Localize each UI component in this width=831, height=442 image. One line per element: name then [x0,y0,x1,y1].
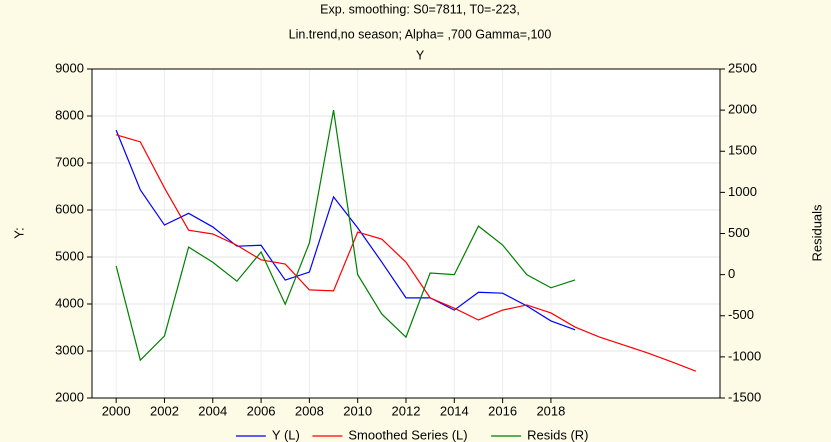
y2-tick-label: 1000 [728,184,757,199]
x-tick-label: 2000 [102,403,131,418]
plot-title: Y [416,48,425,62]
series-line [115,134,697,372]
y-tick-label: 7000 [55,154,84,169]
y-tick-label: 6000 [55,201,84,216]
y2-tick-label: 2500 [728,60,757,75]
x-tick-label: 2004 [198,403,227,418]
y-tick-label: 5000 [55,248,84,263]
y2-tick-label: 500 [728,225,750,240]
series-line [115,129,576,331]
y-axis-label: Y: [11,227,26,239]
legend-label: Smoothed Series (L) [348,427,467,442]
x-tick-label: 2014 [440,403,469,418]
chart-title: Exp. smoothing: S0=7811, T0=-223, [320,2,520,16]
plot-frame [91,68,721,399]
series-line [115,110,576,362]
x-tick-label: 2002 [150,403,179,418]
x-tick-label: 2016 [488,403,517,418]
y2-tick-label: -1500 [728,389,761,404]
x-tick-label: 2008 [295,403,324,418]
y-tick-label: 3000 [55,342,84,357]
y2-tick-label: 1500 [728,143,757,158]
y2-tick-label: -500 [728,307,754,322]
legend-label: Resids (R) [527,427,588,442]
y-tick-label: 2000 [55,389,84,404]
x-tick-label: 2018 [536,403,565,418]
y-tick-label: 9000 [55,60,84,75]
chart-subtitle: Lin.trend,no season; Alpha= ,700 Gamma=,… [289,27,552,41]
y-tick-label: 4000 [55,295,84,310]
y2-tick-label: -1000 [728,348,761,363]
x-tick-label: 2010 [343,403,372,418]
y-tick-label: 8000 [55,107,84,122]
x-tick-label: 2012 [392,403,421,418]
legend-label: Y (L) [272,427,300,442]
x-tick-label: 2006 [247,403,276,418]
y2-axis-label: Residuals [809,204,824,262]
y2-tick-label: 0 [728,266,735,281]
y2-tick-label: 2000 [728,102,757,117]
